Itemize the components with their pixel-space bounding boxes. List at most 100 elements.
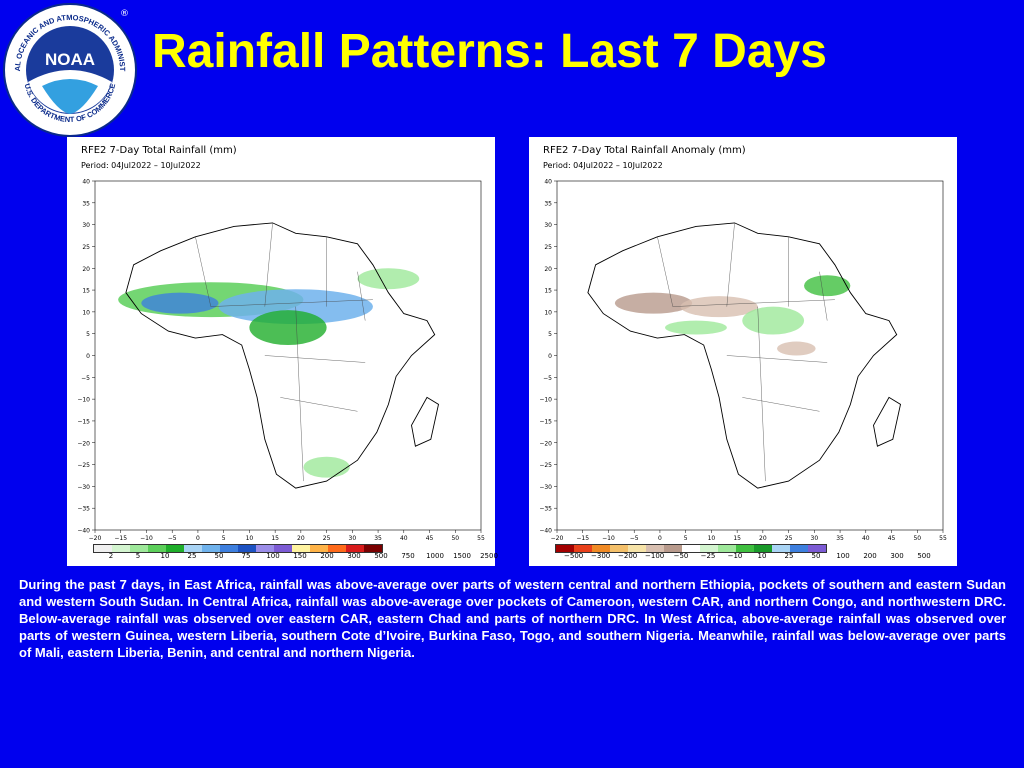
country-border bbox=[726, 222, 735, 307]
legend-swatch bbox=[220, 545, 238, 552]
map-frame bbox=[556, 180, 944, 531]
lon-tick-label: 20 bbox=[297, 535, 305, 542]
legend-swatch bbox=[346, 545, 364, 552]
lat-tick-label: −20 bbox=[77, 440, 90, 447]
lon-tick-label: −5 bbox=[168, 535, 177, 542]
legend-labels: −500 −300 −200 −100 −50 −25 −10 10 25 50 100 200 300… bbox=[555, 552, 933, 562]
legend-label: 200 bbox=[863, 552, 877, 560]
lon-tick-label: 5 bbox=[684, 535, 688, 542]
country-border bbox=[357, 271, 366, 321]
legend-swatch bbox=[148, 545, 166, 552]
lon-tick-label: 0 bbox=[658, 535, 662, 542]
legend-swatch bbox=[310, 545, 328, 552]
lon-tick-label: 40 bbox=[862, 535, 870, 542]
rainfall-area bbox=[357, 268, 420, 290]
page-title: Rainfall Patterns: Last 7 Days bbox=[152, 25, 827, 78]
legend-label: 200 bbox=[320, 552, 334, 560]
legend-swatch bbox=[556, 545, 574, 552]
legend-label: 300 bbox=[890, 552, 904, 560]
lon-tick-label: 45 bbox=[426, 535, 434, 542]
lat-tick-label: −25 bbox=[539, 462, 552, 469]
lat-tick-label: 0 bbox=[86, 353, 90, 360]
lat-tick-label: −15 bbox=[77, 418, 90, 425]
legend-swatch bbox=[112, 545, 130, 552]
lat-tick-label: 30 bbox=[82, 222, 90, 229]
lon-tick-label: 10 bbox=[708, 535, 716, 542]
country-border bbox=[757, 306, 766, 482]
legend-swatch bbox=[130, 545, 148, 552]
country-border bbox=[295, 306, 304, 482]
noaa-logo: NOAA NATIONAL OCEANIC AND ATMOSPHERIC AD… bbox=[2, 2, 137, 137]
legend-swatch bbox=[184, 545, 202, 552]
legend-label: −100 bbox=[645, 552, 665, 560]
rainfall-area bbox=[614, 292, 693, 314]
rainfall-area bbox=[777, 341, 816, 356]
legend-swatch bbox=[682, 545, 700, 552]
legend-swatch bbox=[364, 545, 382, 552]
legend-label: 10 bbox=[757, 552, 767, 560]
legend-swatch bbox=[736, 545, 754, 552]
lon-tick-label: −15 bbox=[576, 535, 589, 542]
legend-swatch bbox=[754, 545, 772, 552]
legend-swatch bbox=[274, 545, 292, 552]
legend-label: 500 bbox=[374, 552, 388, 560]
legend-label: 75 bbox=[241, 552, 251, 560]
lat-tick-label: −30 bbox=[539, 484, 552, 491]
rainfall-area bbox=[742, 306, 805, 335]
noaa-logo-text: NOAA bbox=[45, 50, 95, 69]
legend-label: 2500 bbox=[480, 552, 498, 560]
lat-tick-label: 15 bbox=[544, 288, 552, 295]
lon-tick-label: 35 bbox=[836, 535, 844, 542]
lat-tick-label: 30 bbox=[544, 222, 552, 229]
lat-tick-label: 0 bbox=[548, 353, 552, 360]
legend-swatch bbox=[292, 545, 310, 552]
legend-swatch bbox=[790, 545, 808, 552]
lon-tick-label: 25 bbox=[323, 535, 331, 542]
legend-swatch bbox=[238, 545, 256, 552]
legend-swatch bbox=[628, 545, 646, 552]
lon-tick-label: −5 bbox=[630, 535, 639, 542]
legend-label: 1000 bbox=[426, 552, 444, 560]
africa-map: 4035302520151050−5−10−15−20−25−30−35−40−… bbox=[539, 179, 947, 543]
rainfall-area bbox=[804, 275, 851, 297]
legend-swatch bbox=[610, 545, 628, 552]
rainfall-area bbox=[249, 310, 327, 346]
country-border bbox=[657, 236, 673, 307]
legend-label: −50 bbox=[673, 552, 689, 560]
rainfall-area bbox=[680, 296, 758, 318]
rainfall-area bbox=[303, 456, 350, 478]
lat-tick-label: −5 bbox=[81, 375, 90, 382]
lat-tick-label: 25 bbox=[82, 244, 90, 251]
lon-tick-label: 50 bbox=[451, 535, 459, 542]
legend-swatch bbox=[700, 545, 718, 552]
lon-tick-label: 35 bbox=[374, 535, 382, 542]
rainfall-anomaly-map: RFE2 7-Day Total Rainfall Anomaly (mm) P… bbox=[529, 137, 957, 566]
country-border bbox=[819, 271, 828, 321]
lon-tick-label: 55 bbox=[477, 535, 485, 542]
lat-tick-label: 10 bbox=[82, 309, 90, 316]
lon-tick-label: 40 bbox=[400, 535, 408, 542]
country-border bbox=[672, 299, 835, 307]
map-frame bbox=[94, 180, 482, 531]
madagascar-coastline bbox=[411, 396, 440, 447]
lat-tick-label: 20 bbox=[82, 266, 90, 273]
legend-label: 100 bbox=[266, 552, 280, 560]
lat-tick-label: −10 bbox=[77, 397, 90, 404]
lat-tick-label: 5 bbox=[86, 331, 90, 338]
lat-tick-label: −40 bbox=[77, 528, 90, 535]
legend-label: −500 bbox=[564, 552, 584, 560]
lon-tick-label: −15 bbox=[114, 535, 127, 542]
country-border bbox=[280, 397, 358, 412]
lat-tick-label: −40 bbox=[539, 528, 552, 535]
map-period: Period: 04Jul2022 – 10Jul2022 bbox=[543, 161, 663, 170]
legend-label: 25 bbox=[187, 552, 197, 560]
lon-tick-label: 25 bbox=[785, 535, 793, 542]
map-title: RFE2 7-Day Total Rainfall (mm) bbox=[81, 145, 237, 156]
legend-swatch bbox=[718, 545, 736, 552]
country-border bbox=[210, 299, 373, 307]
lon-tick-label: −10 bbox=[602, 535, 615, 542]
country-border bbox=[264, 355, 366, 363]
legend-label: −10 bbox=[727, 552, 743, 560]
legend-label: 300 bbox=[347, 552, 361, 560]
lat-tick-label: −35 bbox=[539, 506, 552, 513]
